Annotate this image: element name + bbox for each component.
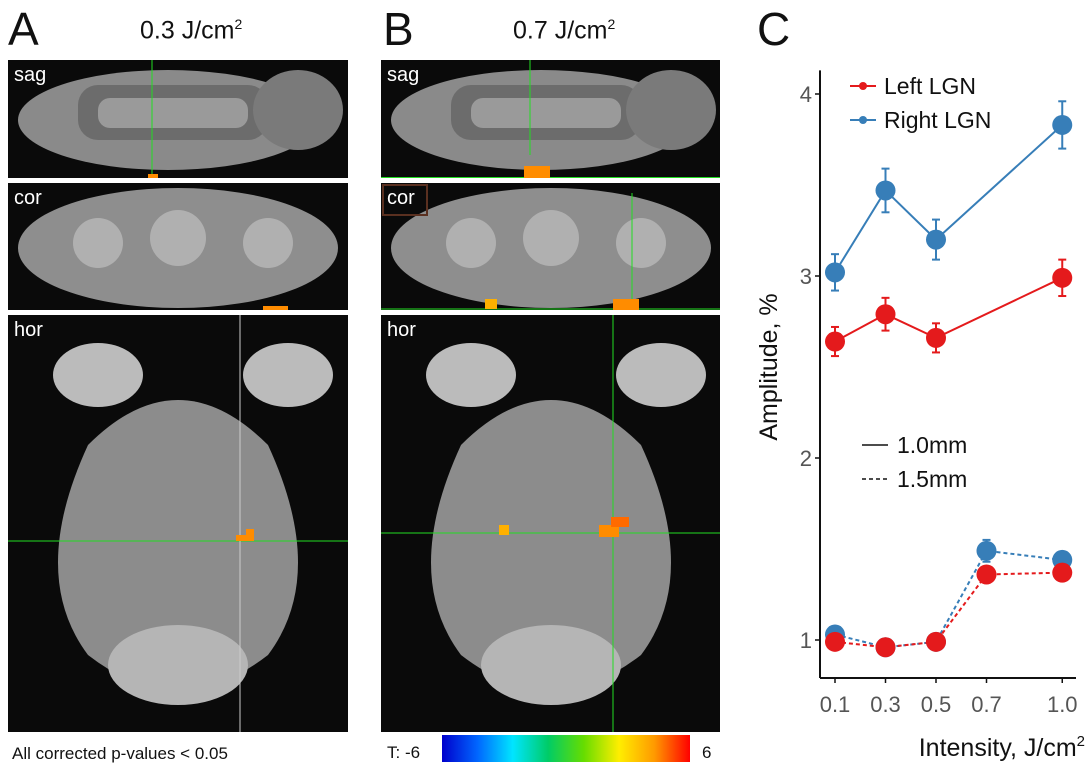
x-tick-label: 0.1	[820, 692, 851, 717]
series-line	[834, 124, 1063, 273]
x-tick-label: 0.7	[971, 692, 1002, 717]
panel-a-horizontal-image: hor	[8, 315, 348, 732]
series-line	[834, 549, 1063, 649]
panel-a-title: 0.3 J/cm2	[140, 16, 242, 45]
y-axis-label: Amplitude, %	[755, 293, 783, 440]
panel-b-sagittal-image: sag	[381, 60, 720, 178]
data-point	[926, 229, 946, 250]
y-tick-label: 1	[800, 628, 812, 653]
panel-b-coronal-image: cor	[381, 183, 720, 310]
data-point	[1052, 114, 1073, 135]
panel-a-title-text: 0.3 J/cm	[140, 16, 235, 45]
panel-a-coronal-image: cor	[8, 183, 348, 310]
amplitude-chart: 1 2 3 4 0.1 0.3 0.5 0.7 1.0 Intensity, J/cm2 Ampli…	[755, 70, 1085, 762]
view-label-sag: sag	[14, 64, 47, 86]
linetype-legend-label: 1.5mm	[897, 466, 967, 492]
legend-label: Left LGN	[884, 73, 976, 99]
panel-b-title-text: 0.7 J/cm	[513, 16, 608, 45]
data-point	[1052, 562, 1073, 583]
panel-a-title-sup: 2	[234, 16, 243, 32]
series-right-lgn-1.0mm	[825, 100, 1073, 292]
y-tick-label: 4	[800, 82, 812, 107]
data-point	[875, 637, 896, 658]
data-point	[875, 304, 896, 325]
series-line	[834, 571, 1063, 649]
y-tick-label: 3	[800, 264, 812, 289]
colorbar	[442, 735, 690, 762]
x-tick-label: 0.3	[870, 692, 901, 717]
data-point	[875, 180, 896, 201]
series-left-lgn-1.0mm	[825, 258, 1073, 358]
x-axis-label-sup: 2	[1077, 733, 1085, 750]
legend-marker	[859, 82, 867, 90]
y-tick-label: 2	[800, 446, 812, 471]
series-left-lgn-1.5mm	[825, 562, 1073, 658]
panel-a-letter: A	[8, 3, 39, 55]
view-label-hor: hor	[14, 319, 43, 341]
colorbar-max-label: 6	[702, 743, 712, 762]
data-point	[825, 262, 845, 283]
linetype-legend-label: 1.0mm	[897, 432, 967, 458]
colorbar-min-label: T: -6	[387, 743, 421, 762]
view-label-sag: sag	[387, 64, 420, 86]
view-label-cor: cor	[14, 187, 42, 209]
panel-a-sagittal-image: sag	[8, 60, 348, 178]
legend-label: Right LGN	[884, 107, 991, 133]
view-label-cor: cor	[387, 187, 415, 209]
x-tick-label: 1.0	[1047, 692, 1078, 717]
data-point	[1052, 267, 1073, 288]
panel-b-title-sup: 2	[607, 16, 616, 32]
view-label-hor: hor	[387, 319, 416, 341]
data-point	[976, 540, 997, 561]
series-right-lgn-1.5mm	[825, 538, 1073, 658]
data-point	[825, 331, 845, 352]
legend-marker	[859, 116, 867, 124]
footnote: All corrected p-values < 0.05	[12, 744, 228, 763]
panel-b-horizontal-image: hor	[381, 315, 720, 732]
x-axis-label: Intensity, J/cm2	[919, 733, 1085, 762]
series-line	[834, 276, 1063, 343]
data-point	[976, 564, 997, 585]
data-point	[926, 631, 946, 652]
x-tick-label: 0.5	[921, 692, 952, 717]
data-point	[926, 327, 946, 348]
panel-c-letter: C	[757, 3, 791, 55]
panel-b-letter: B	[383, 3, 414, 55]
panel-b-title: 0.7 J/cm2	[513, 16, 615, 45]
data-point	[825, 631, 845, 652]
